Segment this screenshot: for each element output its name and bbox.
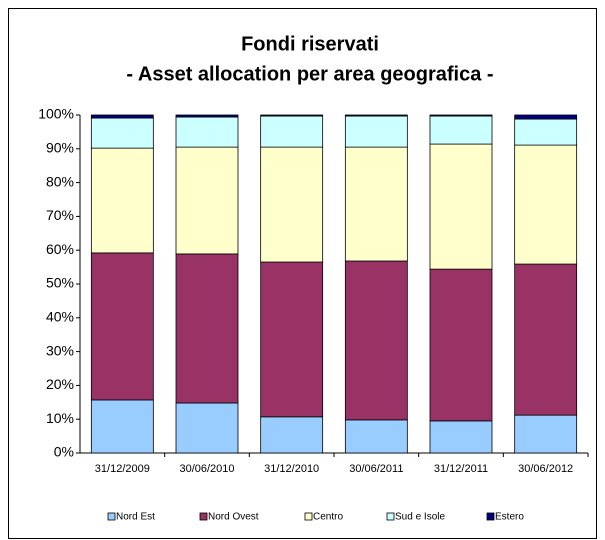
chart-title: Fondi riservati — [241, 33, 379, 55]
legend-swatch — [304, 512, 313, 521]
bar-segment — [514, 114, 578, 120]
legend-swatch — [107, 512, 116, 521]
bar-segment — [344, 419, 408, 454]
legend-label: Centro — [313, 512, 343, 523]
bar-segment — [260, 146, 324, 263]
bar-segment — [514, 144, 578, 265]
bar-segment — [175, 116, 239, 148]
x-tick-label: 31/12/2011 — [434, 463, 488, 475]
bar-segment — [344, 114, 408, 117]
bar-segment — [429, 115, 493, 145]
bar-segment — [514, 414, 578, 454]
y-tick-label: 50% — [46, 275, 74, 291]
legend-swatch — [386, 512, 395, 521]
y-tick-label: 0% — [54, 444, 74, 460]
bar-segment — [344, 115, 408, 148]
y-tick-label: 60% — [46, 241, 74, 257]
y-tick-label: 70% — [46, 207, 74, 223]
legend-swatch — [486, 512, 495, 521]
x-tick-label: 31/12/2010 — [264, 463, 319, 475]
y-tick-label: 10% — [46, 410, 74, 426]
bar-segment — [260, 261, 324, 418]
bar-segment — [260, 416, 324, 454]
legend-label: Nord Ovest — [208, 512, 259, 523]
bar-segment — [90, 399, 154, 454]
legend-swatch — [199, 512, 208, 521]
bar-segment — [90, 252, 154, 401]
x-tick-label: 30/06/2012 — [518, 463, 573, 475]
bar-segment — [260, 115, 324, 148]
bar-segment — [90, 117, 154, 149]
bar-segment — [175, 114, 239, 118]
x-tick-label: 30/06/2010 — [179, 463, 234, 475]
legend-label: Sud e Isole — [395, 512, 445, 523]
bar-segment — [175, 402, 239, 454]
bar-segment — [514, 118, 578, 146]
bar-segment — [175, 253, 239, 404]
x-tick-label: 31/12/2009 — [95, 463, 150, 475]
bar-segment — [514, 263, 578, 416]
bar-segment — [175, 146, 239, 255]
bar-segment — [429, 268, 493, 422]
chart-subtitle: - Asset allocation per area geografica - — [126, 63, 493, 85]
y-tick-label: 90% — [46, 140, 74, 156]
bar-segment — [344, 260, 408, 421]
bar-segment — [90, 147, 154, 254]
y-tick-label: 40% — [46, 309, 74, 325]
bar-segment — [344, 146, 408, 262]
y-tick-label: 100% — [38, 106, 74, 122]
bar-segment — [429, 420, 493, 454]
x-tick-label: 30/06/2011 — [349, 463, 403, 475]
legend-label: Nord Est — [116, 512, 155, 523]
bar-segment — [260, 114, 324, 117]
bar-segment — [429, 143, 493, 270]
bar-segment — [429, 114, 493, 117]
legend-label: Estero — [495, 512, 524, 523]
y-tick-label: 30% — [46, 342, 74, 358]
y-tick-label: 20% — [46, 376, 74, 392]
bar-segment — [90, 114, 154, 119]
y-tick-label: 80% — [46, 173, 74, 189]
